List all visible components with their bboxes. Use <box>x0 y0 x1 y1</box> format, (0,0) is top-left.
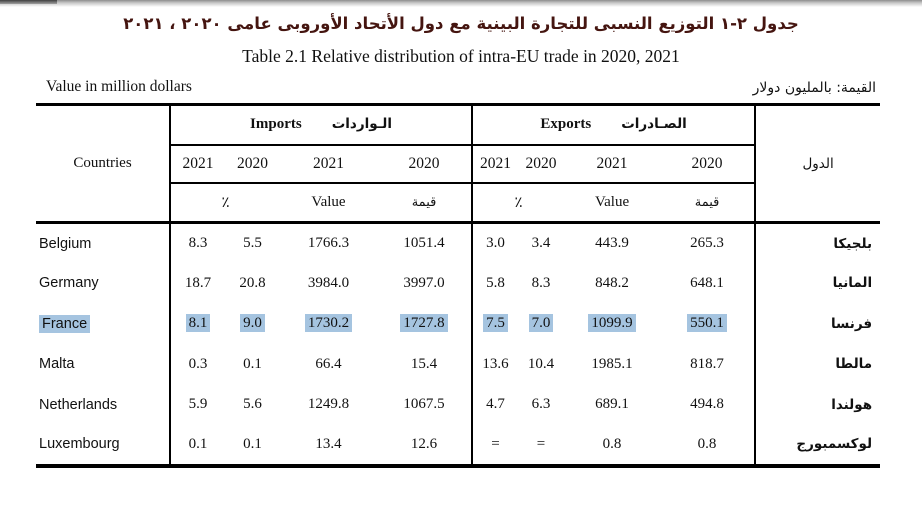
imports-value: 8.3 <box>169 222 225 263</box>
country-name-ar: مالطا <box>754 344 881 385</box>
imports-group-header: Imports الـواردات <box>168 104 473 146</box>
exports-value: 689.1 <box>595 396 629 413</box>
year-header: 2021 <box>169 144 225 184</box>
countries-header-ar: الدول <box>754 104 881 224</box>
exports-value: 443.9 <box>595 235 629 251</box>
exports-value: 7.0 <box>518 304 564 345</box>
imports-value: 1766.3 <box>307 235 350 251</box>
imports-value: 13.4 <box>315 435 342 452</box>
imports-value: 1249.8 <box>307 396 350 413</box>
imports-value: 0.1 <box>169 425 225 466</box>
exports-value: 1099.9 <box>564 304 660 345</box>
year-header: 2021 <box>280 144 377 184</box>
imports-value: 1727.8 <box>377 304 472 345</box>
year-header: 2020 <box>660 144 756 184</box>
country-name-en: Malta <box>39 356 75 373</box>
exports-value: 6.3 <box>531 396 551 413</box>
exports-value: 550.1 <box>660 304 755 345</box>
imports-value: 3984.0 <box>307 274 350 291</box>
country-name-ar: فرنسا <box>754 303 881 344</box>
country-name-ar: بلجيكا <box>754 222 881 263</box>
exports-label-en: Exports <box>540 116 592 133</box>
imports-value: 66.4 <box>315 355 342 372</box>
imports-value: 20.8 <box>239 274 266 291</box>
trade-distribution-table: Countries Imports الـواردات Exports الصـاد… <box>36 103 881 468</box>
countries-header-en: Countries <box>36 104 170 224</box>
exports-value: 494.8 <box>690 396 724 413</box>
table-row: Belgium 8.3 5.5 1766.3 1051.4 3.0 3.4 443.9 265.… <box>36 222 881 263</box>
table-row: France 8.1 9.0 1730.2 1727.8 7.5 7.0 1099.9 550.… <box>36 303 881 345</box>
unit-note-arabic: القيمة: بالمليون دولار <box>752 80 876 96</box>
unit-note-english: Value in million dollars <box>46 78 192 95</box>
country-name-en: Belgium <box>39 235 92 252</box>
year-header: 2020 <box>225 144 280 184</box>
document-page: جدول ٢-١ التوزيع النسبى للتجارة البينية … <box>0 0 922 468</box>
exports-value: 848.2 <box>595 274 629 291</box>
exports-value: 10.4 <box>527 355 555 372</box>
exports-value: 5.8 <box>471 263 519 304</box>
imports-value: 0.1 <box>243 355 262 372</box>
imports-value: 5.5 <box>243 235 262 251</box>
table-title-english: Table 2.1 Relative distribution of intra… <box>242 46 680 66</box>
imports-label-ar: الـواردات <box>331 116 392 133</box>
value-header-en: Value <box>564 182 661 224</box>
imports-value: 1730.2 <box>280 304 377 345</box>
country-name-en: Luxembourg <box>39 436 120 453</box>
exports-value: 818.7 <box>690 355 724 372</box>
imports-value: 5.6 <box>243 396 262 413</box>
scan-edge-artifact <box>0 0 922 7</box>
table-row: Luxembourg 0.1 0.1 13.4 12.6 = = 0.8 0.8 لوكسمبور… <box>36 425 881 466</box>
imports-value: 1051.4 <box>403 235 445 251</box>
table-body: Belgium 8.3 5.5 1766.3 1051.4 3.0 3.4 443.9 265.… <box>36 222 881 466</box>
exports-value: 8.3 <box>531 274 551 291</box>
country-name-ar: المانيا <box>754 263 881 304</box>
imports-value: 5.9 <box>169 384 225 425</box>
exports-value: 7.5 <box>471 303 519 344</box>
country-name-en: Netherlands <box>39 396 118 413</box>
exports-label-ar: الصـادرات <box>621 116 687 133</box>
imports-value: 8.1 <box>169 303 225 344</box>
table-row: Netherlands 5.9 5.6 1249.8 1067.5 4.7 6.3 689.1… <box>36 384 881 425</box>
exports-value: 1985.1 <box>591 355 633 372</box>
imports-value: 0.3 <box>169 344 225 385</box>
table-row: Germany 18.7 20.8 3984.0 3997.0 5.8 8.3 848.2 64… <box>36 263 881 304</box>
year-header: 2020 <box>377 144 473 184</box>
imports-value: 15.4 <box>410 355 438 372</box>
exports-value: 13.6 <box>471 344 519 385</box>
table-title-arabic: جدول ٢-١ التوزيع النسبى للتجارة البينية … <box>123 14 799 33</box>
imports-value: 9.0 <box>225 304 280 345</box>
imports-value: 18.7 <box>169 263 225 304</box>
country-name-ar: لوكسمبورج <box>754 425 881 466</box>
imports-value: 0.1 <box>243 435 262 452</box>
exports-value: = <box>471 425 519 466</box>
table-row: Malta 0.3 0.1 66.4 15.4 13.6 10.4 1985.1 818.7 ما… <box>36 344 881 385</box>
year-header: 2021 <box>471 144 519 184</box>
value-header-ar: قيمة <box>377 182 473 224</box>
imports-value: 12.6 <box>410 435 438 452</box>
exports-value: 3.4 <box>531 235 551 251</box>
imports-label-en: Imports <box>250 116 302 133</box>
exports-value: = <box>536 435 546 452</box>
value-header-en: Value <box>280 182 377 224</box>
exports-group-header: Exports الصـادرات <box>471 104 756 146</box>
percent-header: ٪ <box>169 182 280 224</box>
country-name-en: Germany <box>39 275 99 292</box>
exports-value: 0.8 <box>697 435 717 452</box>
unit-notes-row: Value in million dollars القيمة: بالمليو… <box>46 78 876 96</box>
imports-value: 3997.0 <box>403 274 445 291</box>
exports-value: 648.1 <box>690 274 724 291</box>
year-header: 2020 <box>518 144 565 184</box>
value-header-ar: قيمة <box>660 182 756 224</box>
imports-value: 1067.5 <box>403 396 445 413</box>
exports-value: 3.0 <box>471 222 519 263</box>
year-header: 2021 <box>564 144 661 184</box>
exports-value: 0.8 <box>602 435 622 452</box>
country-name-en: France <box>36 304 170 345</box>
percent-header: ٪ <box>471 182 565 224</box>
exports-value: 265.3 <box>690 235 724 251</box>
country-name-ar: هولندا <box>754 384 881 425</box>
exports-value: 4.7 <box>471 384 519 425</box>
